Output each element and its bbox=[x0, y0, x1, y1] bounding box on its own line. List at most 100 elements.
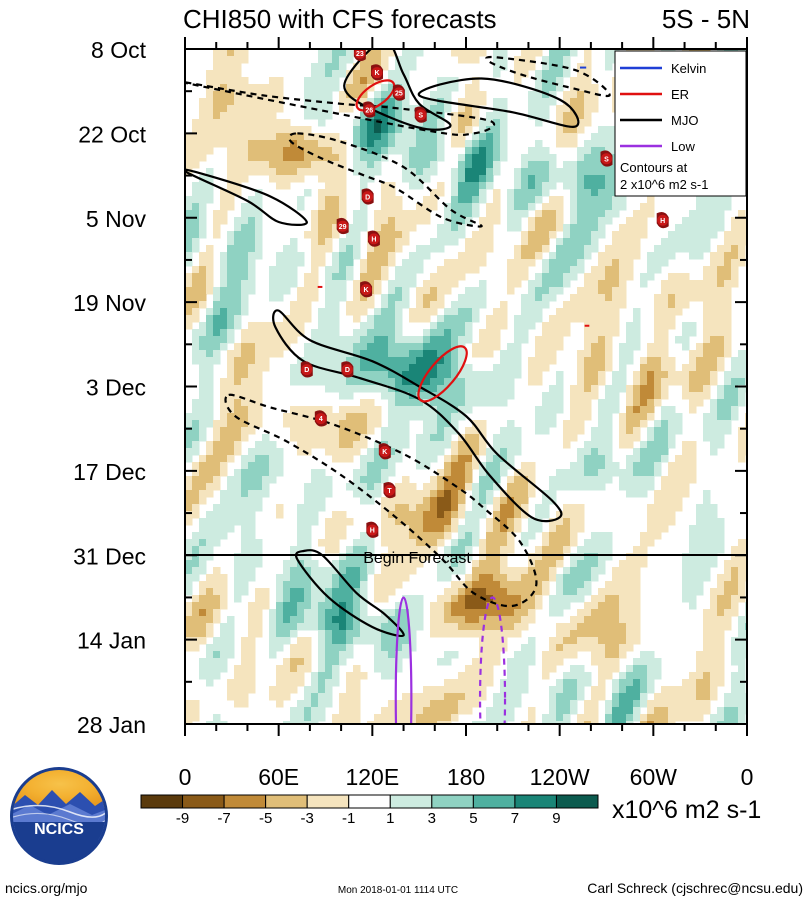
field-cell bbox=[563, 161, 571, 169]
field-cell bbox=[682, 238, 690, 246]
field-cell bbox=[528, 357, 536, 365]
field-cell bbox=[472, 105, 480, 113]
field-cell bbox=[549, 287, 557, 295]
field-cell bbox=[703, 329, 711, 337]
field-cell bbox=[290, 168, 298, 176]
field-cell bbox=[563, 420, 571, 428]
field-cell bbox=[486, 462, 494, 470]
field-cell bbox=[444, 462, 452, 470]
field-cell bbox=[451, 378, 459, 386]
field-cell bbox=[493, 203, 501, 211]
field-cell bbox=[563, 91, 571, 99]
field-cell bbox=[507, 196, 515, 204]
field-cell bbox=[682, 371, 690, 379]
field-cell bbox=[633, 231, 641, 239]
field-cell bbox=[738, 378, 746, 386]
field-cell bbox=[290, 161, 298, 169]
field-cell bbox=[661, 329, 669, 337]
field-cell bbox=[339, 161, 347, 169]
field-cell bbox=[311, 168, 319, 176]
field-cell bbox=[206, 665, 214, 673]
field-cell bbox=[570, 91, 578, 99]
field-cell bbox=[388, 210, 396, 218]
field-cell bbox=[584, 91, 592, 99]
field-cell bbox=[360, 154, 368, 162]
field-cell bbox=[661, 441, 669, 449]
field-cell bbox=[528, 364, 536, 372]
field-cell bbox=[472, 203, 480, 211]
field-cell bbox=[549, 651, 557, 659]
field-cell bbox=[605, 441, 613, 449]
field-cell bbox=[199, 357, 207, 365]
field-cell bbox=[472, 77, 480, 85]
field-cell bbox=[367, 126, 375, 134]
field-cell bbox=[724, 266, 732, 274]
field-cell bbox=[528, 490, 536, 498]
field-cell bbox=[269, 126, 277, 134]
field-cell bbox=[724, 308, 732, 316]
field-cell bbox=[416, 245, 424, 253]
field-cell bbox=[472, 539, 480, 547]
field-cell bbox=[717, 602, 725, 610]
field-cell bbox=[381, 476, 389, 484]
field-cell bbox=[710, 196, 718, 204]
field-cell bbox=[192, 469, 200, 477]
field-cell bbox=[381, 469, 389, 477]
field-cell bbox=[381, 224, 389, 232]
field-cell bbox=[360, 469, 368, 477]
field-cell bbox=[367, 350, 375, 358]
field-cell bbox=[346, 224, 354, 232]
field-cell bbox=[290, 595, 298, 603]
field-cell bbox=[444, 273, 452, 281]
field-cell bbox=[248, 259, 256, 267]
field-cell bbox=[388, 672, 396, 680]
field-cell bbox=[479, 553, 487, 561]
field-cell bbox=[563, 483, 571, 491]
field-cell bbox=[311, 154, 319, 162]
field-cell bbox=[409, 154, 417, 162]
field-cell bbox=[654, 672, 662, 680]
field-cell bbox=[339, 413, 347, 421]
field-cell bbox=[374, 665, 382, 673]
field-cell bbox=[430, 504, 438, 512]
field-cell bbox=[311, 280, 319, 288]
field-cell bbox=[570, 595, 578, 603]
field-cell bbox=[535, 595, 543, 603]
field-cell bbox=[227, 378, 235, 386]
field-cell bbox=[514, 77, 522, 85]
field-cell bbox=[283, 140, 291, 148]
field-cell bbox=[724, 378, 732, 386]
field-cell bbox=[290, 238, 298, 246]
field-cell bbox=[605, 175, 613, 183]
field-cell bbox=[556, 77, 564, 85]
field-cell bbox=[339, 595, 347, 603]
field-cell bbox=[304, 273, 312, 281]
field-cell bbox=[381, 357, 389, 365]
field-cell bbox=[199, 273, 207, 281]
field-cell bbox=[395, 224, 403, 232]
field-cell bbox=[367, 259, 375, 267]
field-cell bbox=[591, 245, 599, 253]
field-cell bbox=[248, 455, 256, 463]
field-cell bbox=[339, 525, 347, 533]
field-cell bbox=[710, 371, 718, 379]
field-cell bbox=[318, 350, 326, 358]
field-cell bbox=[248, 686, 256, 694]
field-cell bbox=[619, 252, 627, 260]
field-cell bbox=[430, 455, 438, 463]
field-cell bbox=[311, 693, 319, 701]
field-cell bbox=[395, 63, 403, 71]
field-cell bbox=[213, 77, 221, 85]
field-cell bbox=[703, 392, 711, 400]
field-cell bbox=[332, 595, 340, 603]
field-cell bbox=[703, 434, 711, 442]
field-cell bbox=[451, 609, 459, 617]
field-cell bbox=[535, 91, 543, 99]
field-cell bbox=[647, 539, 655, 547]
field-cell bbox=[542, 497, 550, 505]
field-cell bbox=[262, 343, 270, 351]
field-cell bbox=[458, 399, 466, 407]
field-cell bbox=[199, 119, 207, 127]
field-cell bbox=[283, 623, 291, 631]
field-cell bbox=[542, 413, 550, 421]
